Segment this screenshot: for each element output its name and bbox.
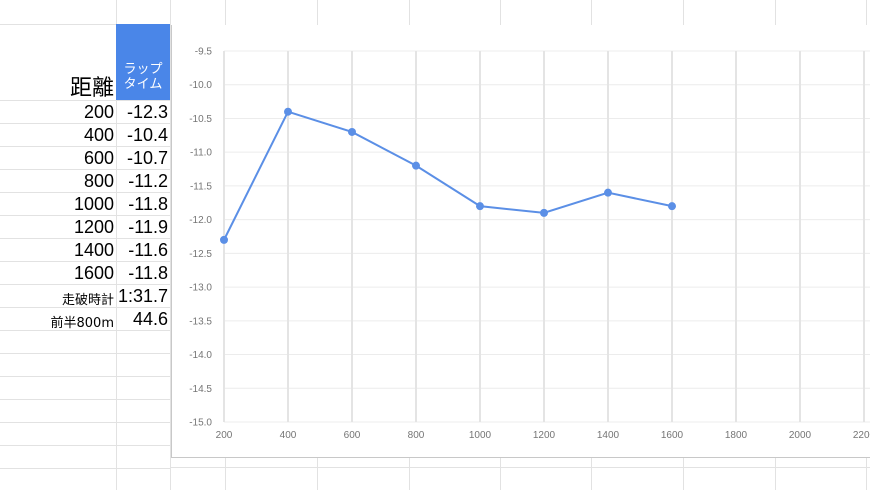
data-point[interactable] [412,161,420,170]
x-tick-label: 2000 [789,430,812,441]
y-tick-label: -12.0 [189,215,212,226]
distance-cell: 1200 [73,217,114,237]
data-point[interactable] [220,235,228,244]
y-tick-label: -11.0 [190,148,212,159]
data-point[interactable] [604,188,612,197]
table-row[interactable]: 1200 -11.9 [0,216,170,239]
x-tick-label: 1200 [533,430,556,441]
distance-cell: 600 [83,148,114,168]
lap-header-cell[interactable] [116,24,170,100]
data-point[interactable] [668,202,676,211]
lap-time-cell: -10.4 [126,125,168,145]
table-row[interactable]: 1400 -11.6 [0,239,170,262]
lap-header-line1: ラップ [123,62,163,77]
series-line [223,110,673,241]
data-point[interactable] [540,208,548,217]
line-chart-panel[interactable]: -9.5 -10.0 -10.5 -11.0 -11.5 -12.0 -12.5 -13.0 -… [171,25,870,458]
table-row[interactable]: 1000 -11.8 [0,193,170,216]
x-tick-label: 1600 [661,430,684,441]
x-tick-label: 200 [216,430,233,441]
table-row[interactable]: 400 -10.4 [0,124,170,147]
first-half-row[interactable]: 前半800m 44.6 [0,308,170,331]
x-tick-label: 600 [344,430,361,441]
y-tick-label: -11.5 [190,181,212,192]
lap-time-header: ラップ タイム [116,62,170,92]
y-tick-label: -9.5 [195,47,213,58]
lap-time-cell: -11.2 [128,171,168,191]
total-time-label: 走破時計 [61,293,114,308]
distance-cell: 400 [83,125,114,145]
y-tick-label: -14.0 [189,350,212,361]
y-tick-label: -13.5 [189,316,212,327]
table-row[interactable]: 600 -10.7 [0,147,170,170]
distance-header: 距離 [69,76,114,101]
total-time-row[interactable]: 走破時計 1:31.7 [0,285,170,308]
lap-time-cell: -11.8 [128,263,168,283]
distance-cell: 1000 [73,194,114,214]
distance-cell: 200 [83,102,114,122]
x-tick-label: 2200 [853,430,870,441]
data-point[interactable] [476,202,484,211]
lap-time-cell: -11.9 [128,217,168,237]
y-tick-label: -10.0 [189,80,212,91]
table-row[interactable]: 800 -11.2 [0,170,170,193]
x-tick-label: 1000 [469,430,492,441]
table-row[interactable]: 1600 -11.8 [0,262,170,285]
first-half-value: 44.6 [132,309,168,329]
distance-cell: 800 [83,171,114,191]
x-tick-label: 1400 [597,430,620,441]
y-tick-label: -13.0 [189,283,212,294]
x-tick-label: 400 [280,430,297,441]
distance-cell: 1600 [73,263,114,283]
y-tick-label: -15.0 [189,418,212,429]
first-half-label: 前半800m [50,316,114,331]
y-tick-label: -14.5 [189,384,212,395]
line-chart: -9.5 -10.0 -10.5 -11.0 -11.5 -12.0 -12.5 -13.0 -… [189,47,870,441]
lap-time-cell: -11.8 [128,194,168,214]
lap-time-cell: -12.3 [126,102,168,122]
y-tick-label: -10.5 [189,114,212,125]
lap-header-line2: タイム [123,77,163,92]
x-tick-label: 1800 [725,430,748,441]
data-point[interactable] [284,107,292,116]
x-tick-label: 800 [408,430,425,441]
total-time-value: 1:31.7 [117,286,168,306]
distance-cell: 1400 [73,240,114,260]
lap-time-cell: -11.6 [128,240,168,260]
table-row[interactable]: 200 -12.3 [0,101,170,124]
lap-time-cell: -10.7 [126,148,168,168]
y-tick-label: -12.5 [189,249,212,260]
data-point[interactable] [348,127,356,136]
